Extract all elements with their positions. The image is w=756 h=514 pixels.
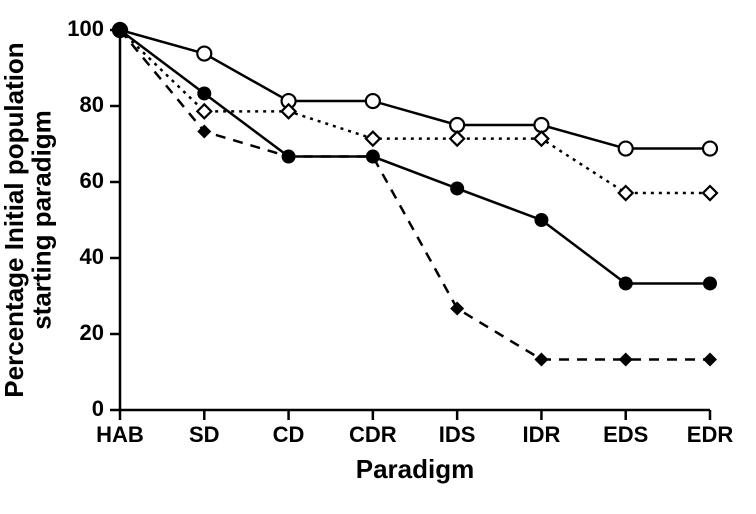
y-axis-label: starting paradigm — [27, 110, 57, 330]
paradigm-line-chart: 0 20 40 60 80 100 HAB SD CD CDR IDS IDR EDS EDR Paradi… — [0, 0, 756, 514]
x-tick-label: EDR — [687, 422, 734, 447]
x-tick-label: EDS — [603, 422, 648, 447]
y-tick-label: 20 — [80, 320, 104, 345]
x-tick-label: CDR — [349, 422, 397, 447]
x-tick-label: CD — [273, 422, 305, 447]
y-tick-label: 40 — [80, 244, 104, 269]
y-tick-label: 80 — [80, 92, 104, 117]
y-tick-label: 100 — [67, 16, 104, 41]
x-tick-label: SD — [189, 422, 220, 447]
series-line-filled_circle — [120, 30, 710, 283]
x-tick-label: IDR — [522, 422, 560, 447]
x-tick-label: IDS — [439, 422, 476, 447]
x-axis-label: Paradigm — [356, 454, 475, 484]
y-tick-label: 60 — [80, 168, 104, 193]
x-tick-label: HAB — [96, 422, 144, 447]
y-tick-label: 0 — [92, 396, 104, 421]
y-axis-label: Percentage Initial population — [0, 42, 29, 397]
